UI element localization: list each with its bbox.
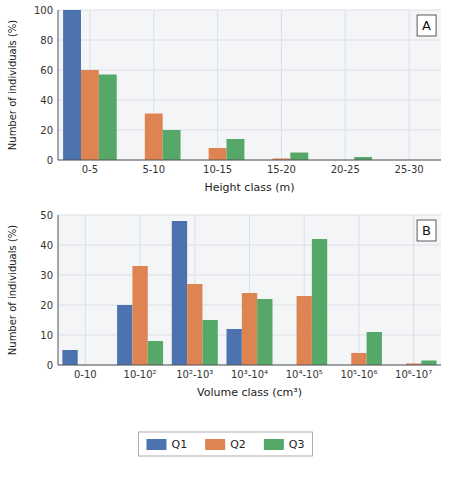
y-tick-label: 20: [40, 300, 53, 311]
bar: [312, 239, 327, 365]
bar: [163, 130, 181, 160]
y-tick-label: 40: [40, 240, 53, 251]
legend-swatch: [205, 439, 225, 450]
y-tick-label: 30: [40, 270, 53, 281]
y-tick-label: 80: [40, 35, 53, 46]
legend-label: Q1: [171, 438, 187, 451]
x-tick-label: 10-15: [203, 164, 232, 175]
bar: [367, 332, 382, 365]
grid-line: [281, 10, 282, 160]
legend-label: Q3: [289, 438, 305, 451]
y-axis-label: Number of individuals (%): [7, 225, 18, 355]
y-axis-line: [58, 215, 59, 365]
x-axis-line: [58, 365, 441, 366]
y-tick-label: 40: [40, 95, 53, 106]
y-tick-label: 60: [40, 65, 53, 76]
legend-label: Q2: [230, 438, 246, 451]
grid-line: [58, 70, 441, 71]
x-tick-label: 20-25: [331, 164, 360, 175]
bar: [202, 320, 217, 365]
bar: [242, 293, 257, 365]
x-tick-label: 10²-10³: [176, 369, 213, 380]
plot-area: [58, 10, 441, 160]
panel: 0 20 40 60 80 100 0-5 5-10 10-15 15-20 20-25 25-30 H…: [7, 5, 441, 195]
panel-title-box: [417, 15, 436, 36]
bar: [227, 139, 245, 160]
x-tick-label: 5-10: [142, 164, 165, 175]
bar: [99, 75, 117, 161]
y-axis-line: [58, 10, 59, 160]
x-axis-line: [58, 160, 441, 161]
x-tick-label: 10-10²: [124, 369, 157, 380]
legend-swatch: [264, 439, 284, 450]
bar: [290, 153, 308, 161]
grid-line: [413, 215, 414, 365]
x-axis-label: Height class (m): [205, 181, 295, 194]
panel-title: A: [422, 18, 431, 33]
panel-title: B: [422, 223, 431, 238]
grid-line: [58, 40, 441, 41]
x-axis-label: Volume class (cm³): [197, 386, 302, 399]
bar: [63, 10, 81, 160]
bar: [62, 350, 77, 365]
grid-line: [58, 365, 441, 366]
bars: [62, 221, 436, 365]
bar: [148, 341, 163, 365]
x-tick-label: 10³-10⁴: [231, 369, 268, 380]
x-tick-label: 0-10: [74, 369, 97, 380]
y-axis-label: Number of individuals (%): [7, 20, 18, 150]
legend: Q1 Q2 Q3: [138, 432, 312, 456]
y-tick-label: 20: [40, 125, 53, 136]
bar: [132, 266, 147, 365]
x-tick-label: 10⁶-10⁷: [395, 369, 432, 380]
bar: [81, 70, 99, 160]
bar: [172, 221, 187, 365]
legend-frame: [138, 432, 312, 456]
grid-line: [58, 160, 441, 161]
y-tick-label: 10: [40, 330, 53, 341]
bar: [145, 114, 163, 161]
x-tick-label: 25-30: [395, 164, 424, 175]
y-tick-label: 0: [47, 155, 53, 166]
bars: [63, 10, 372, 160]
grid-line: [58, 10, 441, 11]
grid-line: [409, 10, 410, 160]
panel-title-box: [417, 220, 436, 241]
chart: 0204060801000-55-1010-1515-2020-2525-30H…: [0, 0, 451, 478]
panel: 0 10 20 30 40 50 0-10 10-10² 10²-10³ 10³-10⁴ 10⁴-1…: [7, 210, 441, 400]
plot-area: [58, 215, 441, 365]
y-tick-label: 0: [47, 360, 53, 371]
bar: [257, 299, 272, 365]
grid-line: [217, 10, 218, 160]
grid-line: [345, 10, 346, 160]
y-tick-label: 100: [34, 5, 53, 16]
bar: [117, 305, 132, 365]
bar: [351, 353, 366, 365]
bar: [421, 361, 436, 366]
legend-swatch: [146, 439, 166, 450]
grid-line: [85, 215, 86, 365]
bar: [187, 284, 202, 365]
bar: [297, 296, 312, 365]
x-tick-label: 15-20: [267, 164, 296, 175]
x-tick-label: 10⁴-10⁵: [286, 369, 323, 380]
grid-line: [358, 215, 359, 365]
bar: [227, 329, 242, 365]
x-tick-label: 10⁵-10⁶: [340, 369, 377, 380]
y-tick-label: 50: [40, 210, 53, 221]
x-tick-label: 0-5: [82, 164, 98, 175]
bar: [209, 148, 227, 160]
